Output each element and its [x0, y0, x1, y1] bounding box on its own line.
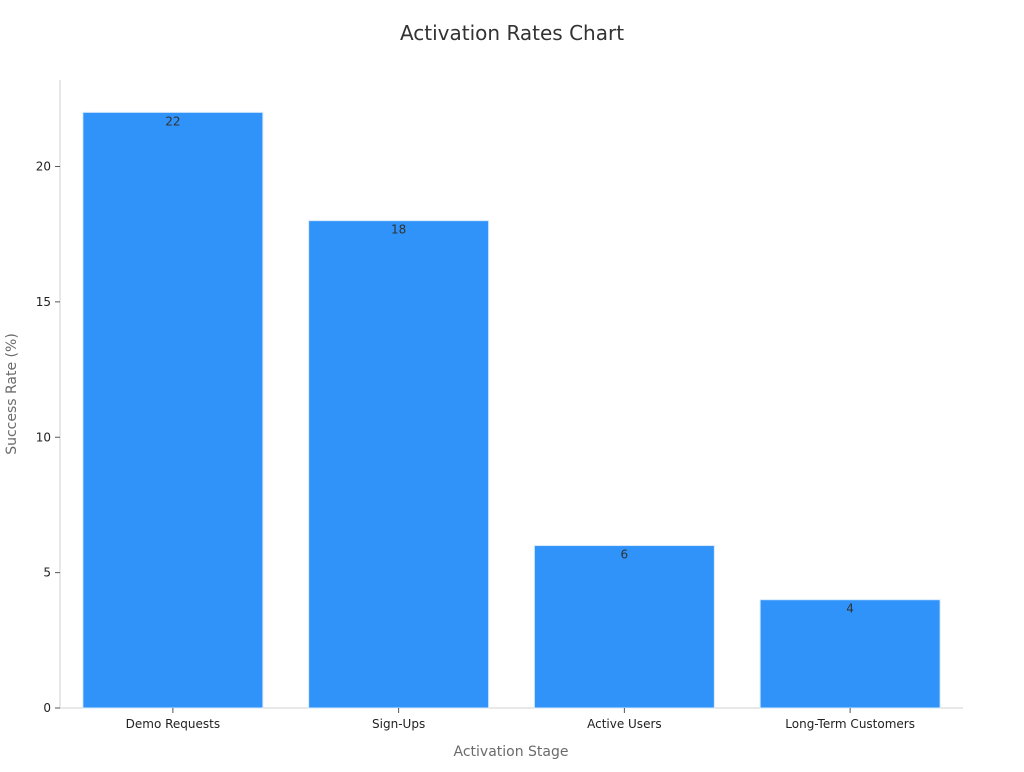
x-tick-label: Sign-Ups	[372, 717, 425, 731]
y-tick-label: 20	[36, 160, 51, 174]
y-tick-label: 10	[36, 430, 51, 444]
x-tick-label: Long-Term Customers	[785, 717, 915, 731]
plot-area: 0 5 10 15 20 22 Demo Requests 18 Sign-Ups 6 Active…	[36, 80, 963, 731]
x-tick-label: Active Users	[587, 717, 662, 731]
x-tick-label: Demo Requests	[126, 717, 220, 731]
y-tick-label: 0	[43, 701, 51, 715]
bar-value-label: 18	[391, 223, 406, 237]
bar-value-label: 4	[846, 602, 854, 616]
bar[interactable]	[533, 545, 715, 709]
bar[interactable]	[82, 111, 264, 709]
bar-value-label: 6	[621, 548, 629, 562]
bar[interactable]	[759, 599, 941, 709]
y-tick-label: 15	[36, 295, 51, 309]
bar-value-label: 22	[165, 114, 180, 128]
x-axis-label: Activation Stage	[454, 744, 569, 760]
chart-title: Activation Rates Chart	[400, 21, 624, 45]
y-tick-label: 5	[43, 566, 51, 580]
y-axis-label: Success Rate (%)	[4, 333, 20, 455]
bar[interactable]	[308, 220, 490, 709]
